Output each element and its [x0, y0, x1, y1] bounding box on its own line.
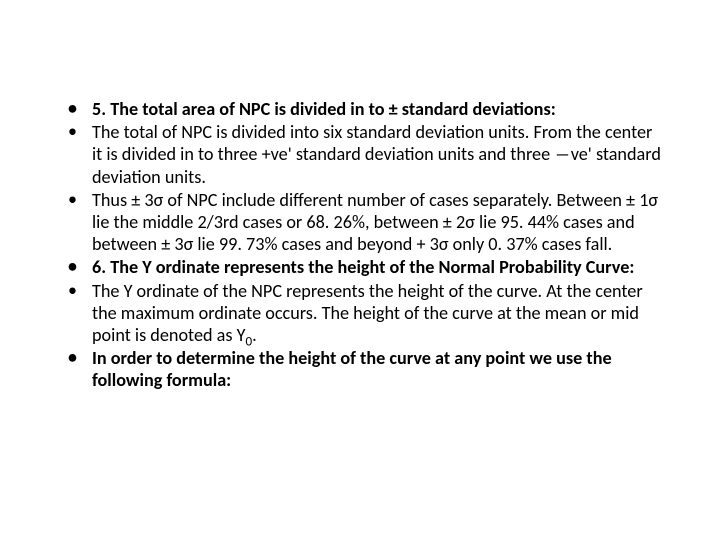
- bullet-item: The total of NPC is divided into six sta…: [58, 121, 662, 188]
- bullet-item: The Y ordinate of the NPC represents the…: [58, 280, 662, 347]
- bullet-item: In order to determine the height of the …: [58, 347, 662, 391]
- bullet-list: 5. The total area of NPC is divided in t…: [58, 98, 662, 392]
- bullet-item: 5. The total area of NPC is divided in t…: [58, 98, 662, 120]
- bullet-item: 6. The Y ordinate represents the height …: [58, 256, 662, 278]
- bullet-item: Thus ± 3σ of NPC include different numbe…: [58, 189, 662, 256]
